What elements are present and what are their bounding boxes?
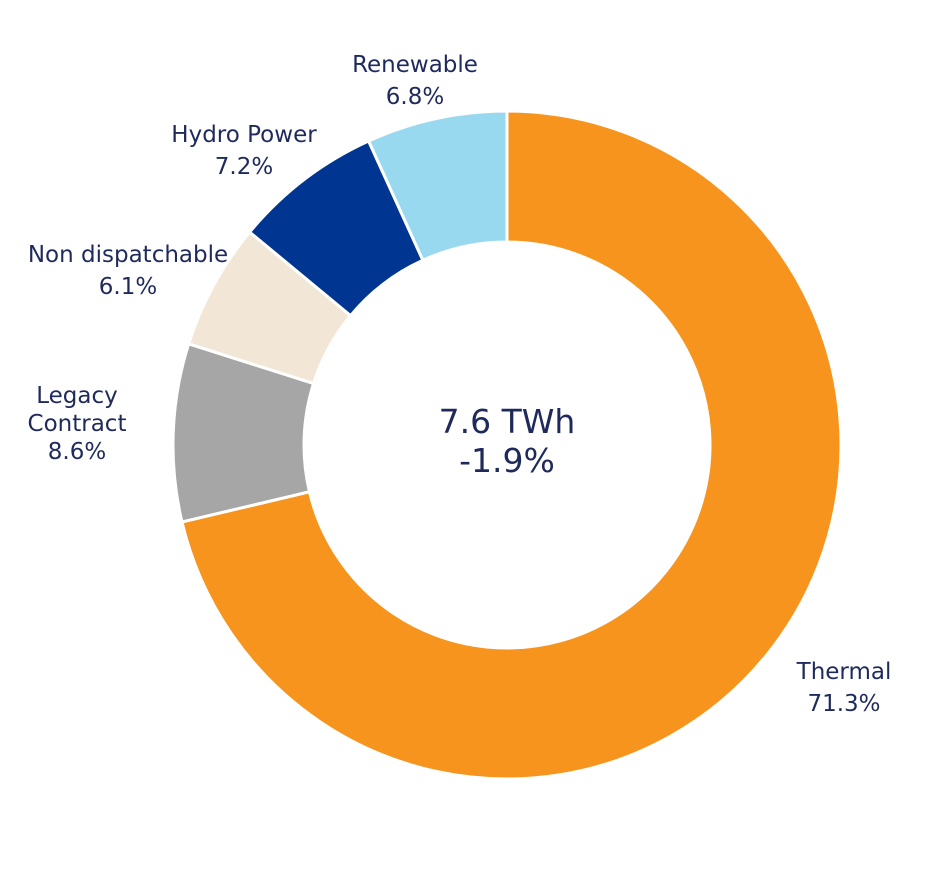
- center-change: -1.9%: [459, 441, 555, 480]
- center-total: 7.6 TWh: [439, 402, 576, 441]
- value-label-legacy-contract: 8.6%: [48, 439, 106, 465]
- category-label-non-dispatchable: Non dispatchable: [28, 242, 228, 268]
- value-label-thermal: 71.3%: [807, 691, 880, 717]
- value-label-non-dispatchable: 6.1%: [99, 274, 157, 300]
- category-label-thermal: Thermal: [796, 659, 892, 685]
- category-label-legacy-contract: Legacy: [36, 383, 118, 409]
- category-label-hydro-power: Hydro Power: [171, 122, 317, 148]
- slices: [171, 109, 843, 781]
- value-label-hydro-power: 7.2%: [215, 154, 273, 180]
- slice-renewable: [366, 109, 509, 263]
- slice-thermal: [180, 109, 843, 781]
- value-label-renewable: 6.8%: [386, 84, 444, 110]
- category-label-renewable: Renewable: [352, 52, 478, 78]
- category-label-legacy-contract: Contract: [28, 411, 127, 437]
